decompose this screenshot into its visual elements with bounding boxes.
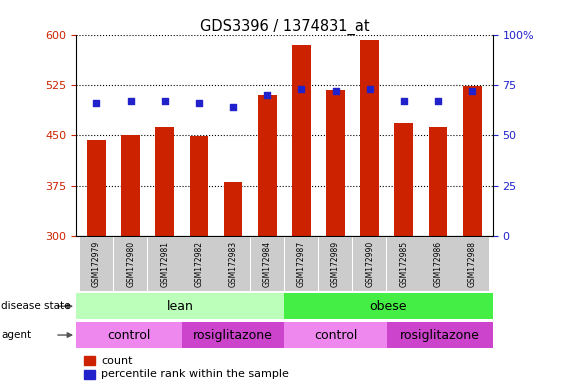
Text: GSM172983: GSM172983 xyxy=(229,241,238,287)
Bar xyxy=(258,95,276,236)
Bar xyxy=(428,127,448,236)
Bar xyxy=(121,136,140,236)
FancyBboxPatch shape xyxy=(319,237,352,291)
Text: rosiglitazone: rosiglitazone xyxy=(400,329,480,341)
FancyBboxPatch shape xyxy=(76,293,284,319)
FancyBboxPatch shape xyxy=(284,322,387,348)
Point xyxy=(194,100,203,106)
FancyBboxPatch shape xyxy=(148,237,181,291)
Text: GSM172989: GSM172989 xyxy=(331,241,340,287)
Bar xyxy=(155,127,174,236)
FancyBboxPatch shape xyxy=(421,237,455,291)
Bar xyxy=(84,370,95,379)
Text: GSM172987: GSM172987 xyxy=(297,241,306,287)
Text: lean: lean xyxy=(167,300,194,313)
Text: GSM172988: GSM172988 xyxy=(468,241,477,287)
FancyBboxPatch shape xyxy=(76,322,182,348)
Text: GSM172990: GSM172990 xyxy=(365,241,374,287)
Point xyxy=(229,104,238,110)
Text: GSM172979: GSM172979 xyxy=(92,241,101,287)
Text: GSM172981: GSM172981 xyxy=(160,241,169,287)
Text: count: count xyxy=(101,356,132,366)
FancyBboxPatch shape xyxy=(353,237,386,291)
Text: GSM172986: GSM172986 xyxy=(434,241,443,287)
Point xyxy=(365,86,374,92)
Text: GSM172980: GSM172980 xyxy=(126,241,135,287)
Point xyxy=(468,88,477,94)
Text: percentile rank within the sample: percentile rank within the sample xyxy=(101,369,289,379)
Text: obese: obese xyxy=(370,300,407,313)
Bar xyxy=(87,140,106,236)
Text: agent: agent xyxy=(1,330,32,340)
Point xyxy=(434,98,443,104)
Text: GSM172985: GSM172985 xyxy=(399,241,408,287)
Point xyxy=(126,98,135,104)
FancyBboxPatch shape xyxy=(182,237,216,291)
Point xyxy=(263,92,272,98)
Bar xyxy=(84,356,95,365)
Bar xyxy=(360,40,379,236)
Bar xyxy=(395,123,413,236)
FancyBboxPatch shape xyxy=(387,322,493,348)
Title: GDS3396 / 1374831_at: GDS3396 / 1374831_at xyxy=(199,18,369,35)
Text: control: control xyxy=(314,329,358,341)
Point xyxy=(160,98,169,104)
Point xyxy=(92,100,101,106)
Point xyxy=(331,88,340,94)
FancyBboxPatch shape xyxy=(284,293,493,319)
Point xyxy=(399,98,408,104)
Text: GSM172982: GSM172982 xyxy=(194,241,203,287)
FancyBboxPatch shape xyxy=(285,237,318,291)
Text: disease state: disease state xyxy=(1,301,70,311)
Bar xyxy=(463,86,481,236)
Text: rosiglitazone: rosiglitazone xyxy=(193,329,273,341)
Bar xyxy=(326,90,345,236)
FancyBboxPatch shape xyxy=(182,322,284,348)
Bar xyxy=(190,136,208,236)
Point xyxy=(297,86,306,92)
FancyBboxPatch shape xyxy=(455,237,489,291)
FancyBboxPatch shape xyxy=(80,237,113,291)
FancyBboxPatch shape xyxy=(387,237,421,291)
Text: control: control xyxy=(107,329,151,341)
Text: GSM172984: GSM172984 xyxy=(263,241,272,287)
FancyBboxPatch shape xyxy=(216,237,250,291)
FancyBboxPatch shape xyxy=(114,237,148,291)
Bar xyxy=(292,45,311,236)
Bar xyxy=(224,182,243,236)
FancyBboxPatch shape xyxy=(251,237,284,291)
